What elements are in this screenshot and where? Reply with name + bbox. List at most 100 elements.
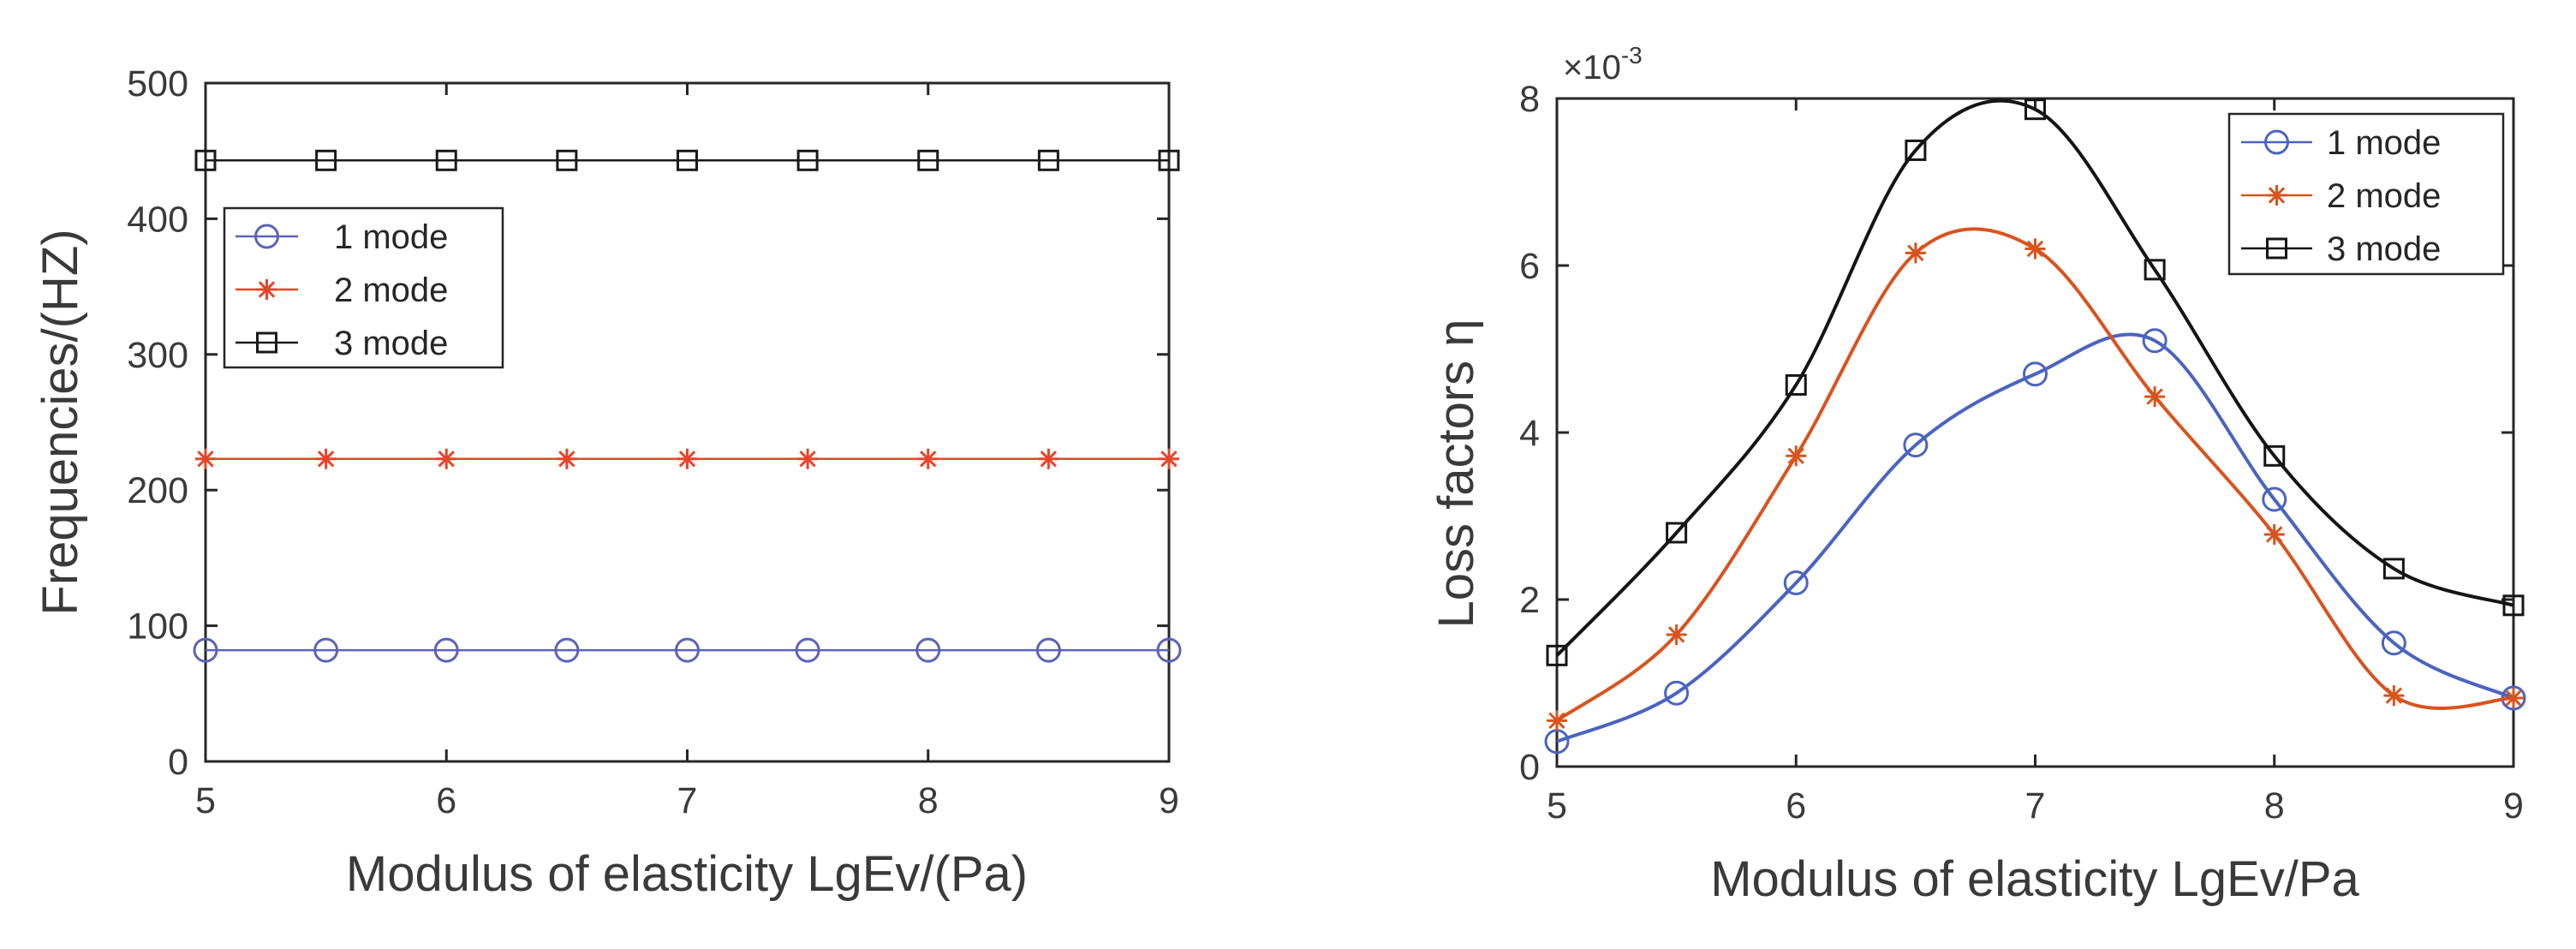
loss-factor-x-tick-label: 8 xyxy=(2264,785,2285,827)
frequency-point-mode-3 xyxy=(435,149,457,171)
loss-factor-y-tick-label: 6 xyxy=(1519,246,1540,287)
loss-factor-point-mode-2 xyxy=(2383,685,2405,707)
loss-factor-x-tick-label: 5 xyxy=(1547,785,1567,827)
frequency-y-tick-label: 300 xyxy=(127,335,188,376)
loss-factor-legend-marker-mode-3 xyxy=(2266,237,2287,260)
frequency-legend-box xyxy=(223,206,504,369)
loss-factor-tick-labels: 5 6 7 8 9 0 2 4 6 8 xyxy=(1519,79,2524,827)
loss-factor-x-tick-label: 6 xyxy=(1786,785,1806,827)
loss-factor-point-mode-1 xyxy=(1664,680,1690,706)
frequency-chart: 5 6 7 8 9 0 100 200 300 400 500 Modulus of elastic… xyxy=(33,63,1182,902)
loss-factor-point-mode-2 xyxy=(2503,688,2524,709)
frequency-point-mode-1 xyxy=(795,637,820,663)
loss-factor-point-mode-1 xyxy=(1783,570,1809,595)
loss-factor-point-mode-1 xyxy=(1903,433,1929,458)
loss-factor-legend-label-mode-1: 1 mode xyxy=(2327,124,2441,162)
frequency-point-mode-3 xyxy=(315,149,337,171)
loss-factor-exponent-label: ×10-3 xyxy=(1563,42,1643,87)
loss-factor-point-mode-3 xyxy=(2263,445,2286,467)
loss-factor-legend-label-mode-2: 2 mode xyxy=(2327,177,2441,215)
loss-factor-point-mode-2 xyxy=(1666,624,1687,645)
loss-factor-point-mode-1 xyxy=(2142,328,2168,354)
loss-factor-x-tick-label: 7 xyxy=(2025,785,2046,827)
frequency-legend-label-mode-3: 3 mode xyxy=(334,325,448,362)
frequency-x-tick-label: 9 xyxy=(1159,780,1179,821)
loss-factor-point-mode-1 xyxy=(2023,361,2048,387)
loss-factor-series xyxy=(1544,98,2526,755)
frequency-point-mode-1 xyxy=(433,637,459,663)
frequency-point-mode-3 xyxy=(556,149,578,171)
frequency-point-mode-1 xyxy=(554,637,580,663)
frequency-point-mode-3 xyxy=(677,149,698,171)
frequency-tick-labels: 5 6 7 8 9 0 100 200 300 400 500 xyxy=(127,63,1179,821)
frequency-point-mode-1 xyxy=(915,637,941,663)
frequency-y-axis-title: Frequencies/(HZ) xyxy=(33,229,88,615)
frequency-point-mode-2 xyxy=(556,448,577,469)
loss-factor-point-mode-3 xyxy=(2382,558,2405,580)
loss-factor-x-axis-title: Modulus of elasticity LgEv/Pa xyxy=(1710,851,2359,907)
loss-factor-point-mode-2 xyxy=(1547,710,1567,731)
loss-factor-point-mode-1 xyxy=(2381,630,2406,656)
frequency-point-mode-3 xyxy=(917,149,939,171)
frequency-point-mode-2 xyxy=(1038,448,1059,469)
frequency-series xyxy=(193,149,1182,663)
frequency-y-tick-label: 400 xyxy=(127,199,188,240)
loss-factor-y-tick-label: 4 xyxy=(1519,413,1540,454)
loss-factor-y-tick-label: 2 xyxy=(1519,580,1540,621)
frequency-point-mode-2 xyxy=(315,448,337,469)
loss-factor-series-line-mode-1 xyxy=(1556,332,2514,743)
loss-factor-y-tick-label: 0 xyxy=(1519,747,1540,788)
frequency-y-tick-label: 0 xyxy=(168,742,188,783)
frequency-point-mode-1 xyxy=(313,637,339,663)
frequency-x-tick-label: 8 xyxy=(918,780,939,821)
loss-factor-y-tick-label: 8 xyxy=(1519,79,1540,120)
frequency-legend-marker-mode-2 xyxy=(256,279,277,300)
frequency-x-tick-label: 6 xyxy=(436,780,456,821)
frequency-legend-marker-mode-1 xyxy=(254,224,279,249)
loss-factor-y-axis-title: Loss factors η xyxy=(1428,319,1484,628)
frequency-y-tick-label: 100 xyxy=(127,606,188,648)
loss-factor-point-mode-3 xyxy=(2144,259,2166,281)
frequency-point-mode-2 xyxy=(1159,448,1179,469)
loss-factor-point-mode-3 xyxy=(2502,594,2525,617)
frequency-point-mode-3 xyxy=(1158,149,1180,171)
frequency-x-tick-label: 7 xyxy=(677,780,698,821)
loss-factor-point-mode-2 xyxy=(2263,523,2285,545)
loss-factor-chart: 5 6 7 8 9 0 2 4 6 8 ×10-3 Modulus of elasticity L… xyxy=(1428,42,2526,907)
loss-factor-point-mode-2 xyxy=(1905,242,1926,264)
loss-factor-x-tick-label: 9 xyxy=(2503,785,2524,827)
frequency-legend-label-mode-1: 1 mode xyxy=(334,218,448,256)
loss-factor-point-mode-3 xyxy=(1546,644,1568,666)
frequency-point-mode-2 xyxy=(436,448,457,469)
loss-factor-ticks xyxy=(1555,97,2515,768)
frequency-point-mode-2 xyxy=(917,448,939,469)
frequency-point-mode-2 xyxy=(195,448,216,469)
frequency-x-tick-label: 5 xyxy=(195,780,216,821)
frequency-legend-label-mode-2: 2 mode xyxy=(334,272,448,309)
frequency-point-mode-1 xyxy=(675,637,700,663)
loss-factor-legend-marker-mode-2 xyxy=(2266,185,2287,206)
frequency-point-mode-3 xyxy=(796,149,819,171)
loss-factor-legend-label-mode-3: 3 mode xyxy=(2327,230,2441,268)
loss-factor-legend-marker-mode-1 xyxy=(2264,129,2289,155)
loss-factor-point-mode-3 xyxy=(1905,139,1927,161)
loss-factor-point-mode-3 xyxy=(1666,522,1688,544)
frequency-point-mode-1 xyxy=(193,637,218,663)
loss-factor-point-mode-2 xyxy=(2024,238,2046,260)
frequency-x-axis-title: Modulus of elasticity LgEv/(Pa) xyxy=(346,846,1028,902)
frequency-point-mode-2 xyxy=(797,448,819,469)
frequency-legend: 1 mode 2 mode 3 mode xyxy=(223,206,504,369)
frequency-y-tick-label: 200 xyxy=(127,470,188,511)
loss-factor-legend: 1 mode 2 mode 3 mode xyxy=(2227,112,2505,276)
loss-factor-point-mode-2 xyxy=(2144,386,2166,408)
frequency-legend-marker-mode-3 xyxy=(256,331,277,354)
loss-factor-point-mode-3 xyxy=(1785,373,1807,396)
frequency-ticks xyxy=(204,81,1171,763)
frequency-point-mode-1 xyxy=(1156,637,1182,663)
loss-factor-series-line-mode-3 xyxy=(1555,98,2514,657)
frequency-point-mode-3 xyxy=(1037,149,1059,171)
frequency-y-tick-label: 500 xyxy=(127,63,188,104)
loss-factor-point-mode-3 xyxy=(2024,98,2046,121)
